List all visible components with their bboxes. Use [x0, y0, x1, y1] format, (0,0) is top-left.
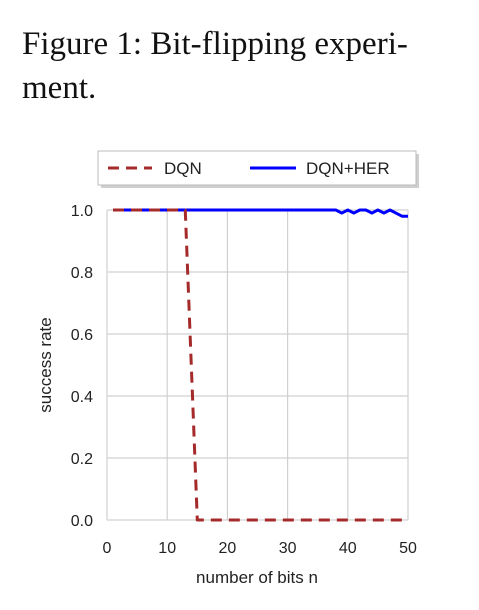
- y-tick-label: 0.0: [71, 513, 93, 530]
- y-axis-label: success rate: [36, 317, 55, 412]
- legend-label-dqn: DQN: [164, 159, 202, 178]
- y-tick-label: 0.8: [71, 265, 93, 282]
- series-line-dqn-her: [113, 208, 408, 218]
- x-axis-label: number of bits n: [196, 568, 318, 587]
- legend-label-dqn-her: DQN+HER: [306, 159, 390, 178]
- y-tick-label: 0.2: [71, 451, 93, 468]
- caption-line-2: ment.: [22, 70, 97, 106]
- y-tick-label: 0.6: [71, 327, 93, 344]
- series-lines: [113, 208, 408, 522]
- figure-caption: Figure 1: Bit-flipping experi- ment.: [22, 22, 462, 110]
- x-tick-label: 0: [103, 540, 112, 557]
- y-tick-label: 1.0: [71, 203, 93, 220]
- x-tick-label: 40: [339, 540, 357, 557]
- plot-area: [107, 210, 408, 520]
- x-tick-label: 20: [219, 540, 237, 557]
- series-line-dqn: [113, 208, 408, 522]
- caption-line-1: Figure 1: Bit-flipping experi-: [22, 26, 408, 62]
- tick-labels: 0 10 20 30 40 50 0.0 0.2 0.4 0.6 0.8 1.0: [71, 203, 417, 557]
- x-tick-label: 30: [279, 540, 297, 557]
- x-tick-label: 10: [158, 540, 176, 557]
- y-tick-label: 0.4: [71, 389, 93, 406]
- legend: DQN DQN+HER: [97, 150, 419, 188]
- x-tick-label: 50: [399, 540, 417, 557]
